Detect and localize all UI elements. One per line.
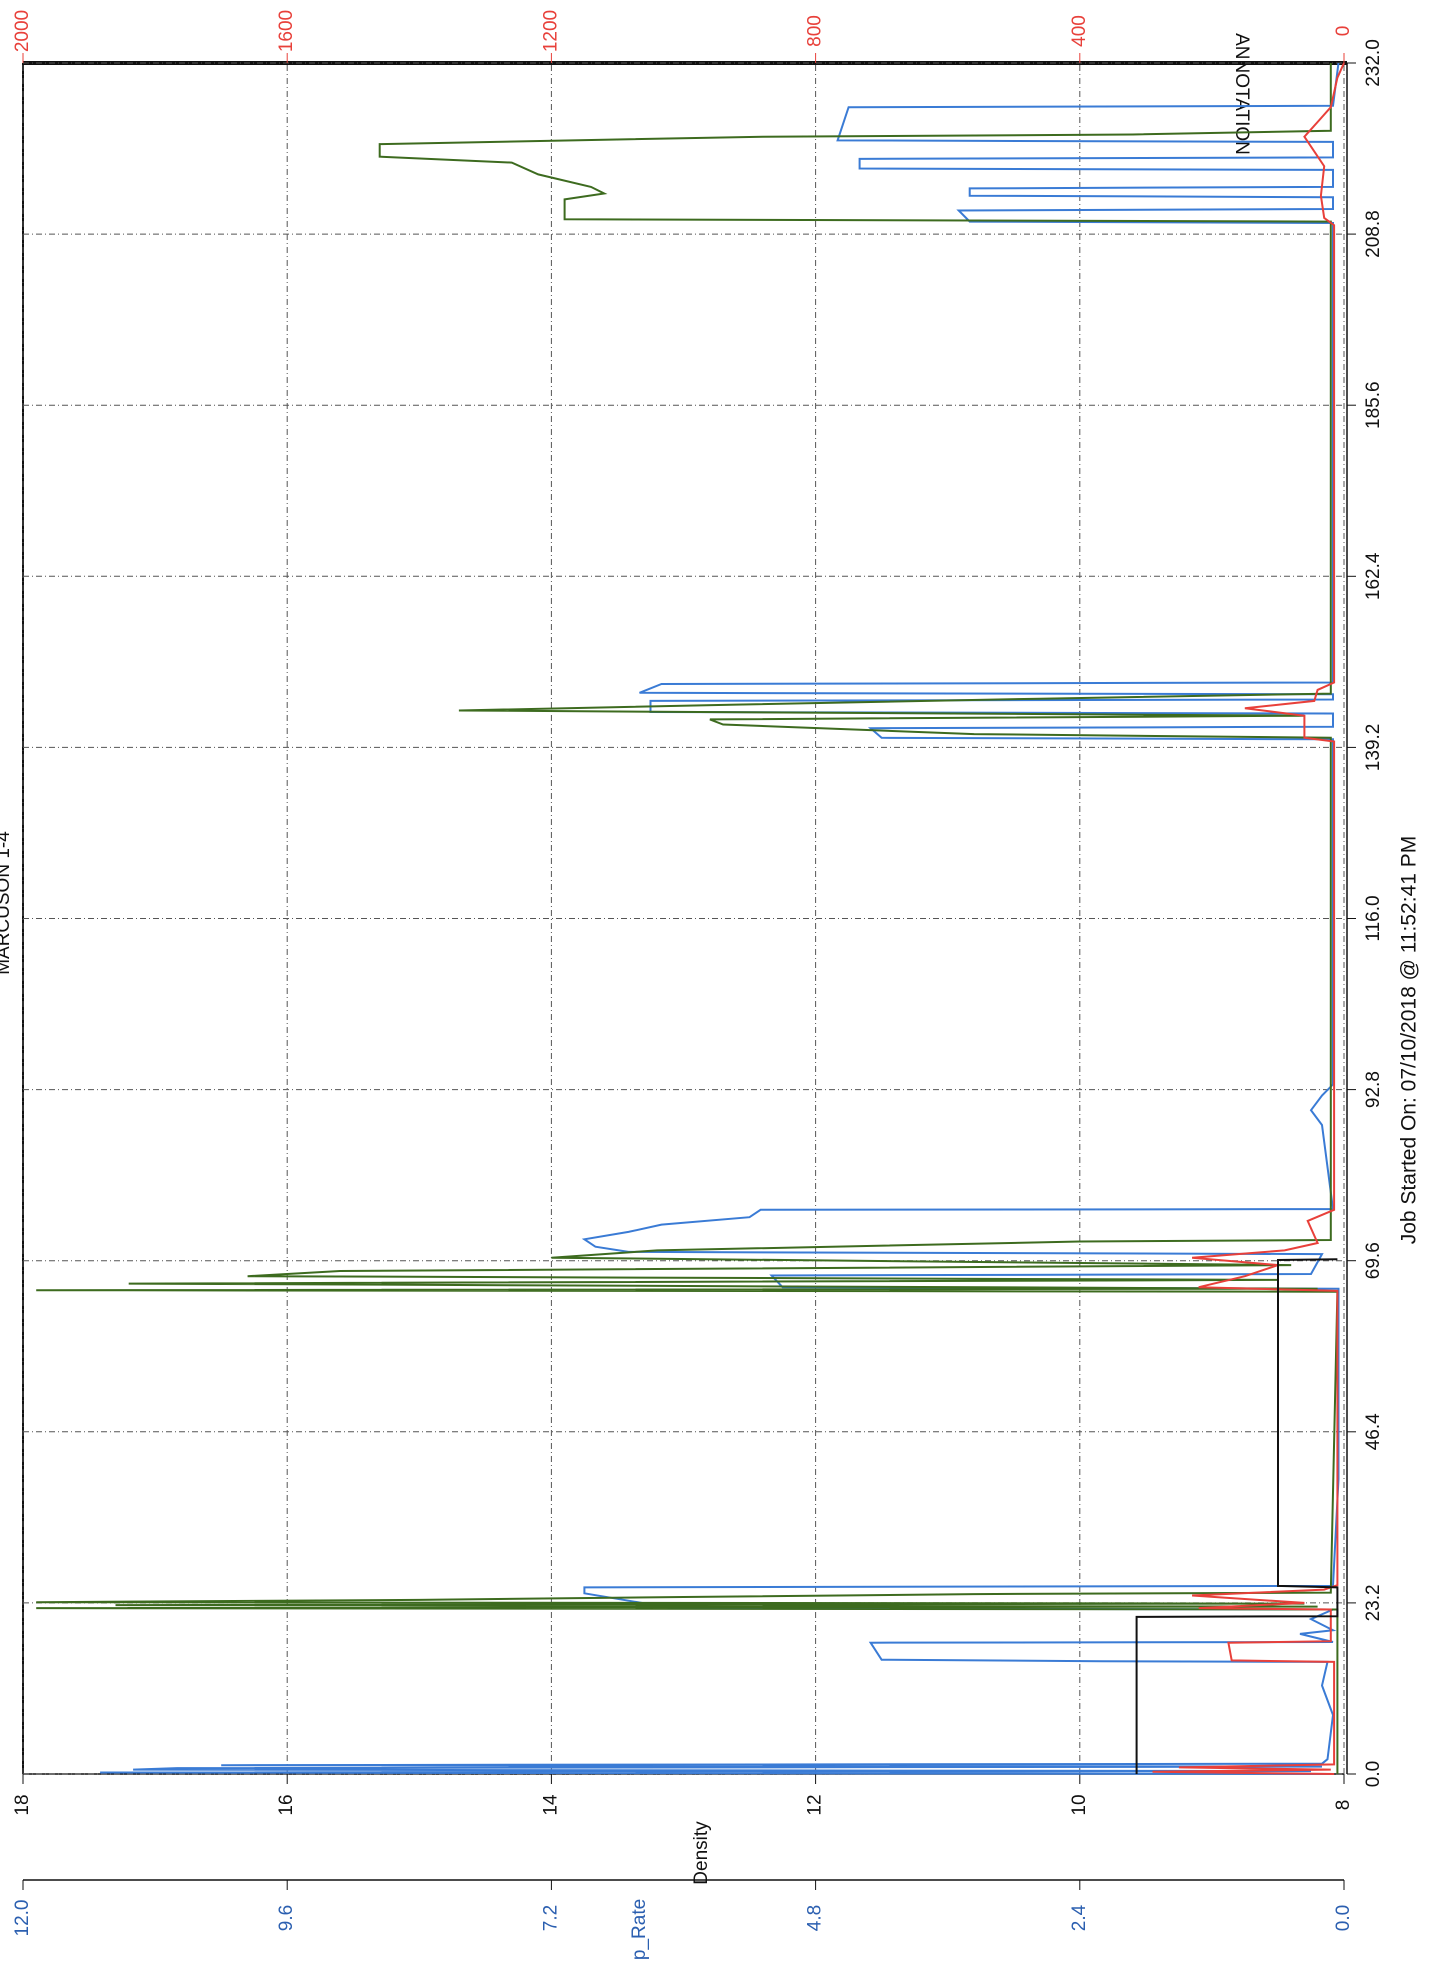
rotated-chart: MARCUSON 1-4 Job Started On: 07/10/2018 … [0, 10, 1421, 1961]
y-tick-label: 14 [540, 1794, 561, 1816]
y2-tick-label: 7.2 [540, 1905, 561, 1931]
y2-tick-label: 4.8 [805, 1905, 826, 1931]
x-tick-label: 69.6 [1363, 1242, 1384, 1279]
y3-tick-label: 1600 [276, 10, 297, 52]
y3-tick-label: 2000 [12, 10, 33, 52]
chart-title: MARCUSON 1-4 [0, 831, 14, 975]
x-axis-label: Job Started On: 07/10/2018 @ 11:52:41 PM [1398, 836, 1421, 1245]
series-line [1135, 1258, 1339, 1774]
y3-tick-label: 0 [1333, 26, 1354, 37]
y3-tick-label: 1200 [540, 10, 561, 52]
y-tick-label: 18 [12, 1794, 33, 1815]
y3-tick-label: 800 [805, 15, 826, 47]
x-tick-label: 0.0 [1363, 1761, 1384, 1787]
series-line [1152, 62, 1345, 1775]
y-axis-label: Density [691, 1821, 712, 1885]
x-tick-label: 46.4 [1363, 1413, 1384, 1450]
annotation: ANNOTATION [1231, 33, 1252, 155]
x-tick-label: 139.2 [1363, 724, 1384, 772]
y-tick-label: 12 [805, 1794, 826, 1815]
y3-tick-label: 400 [1069, 15, 1090, 47]
y2-tick-label: 2.4 [1069, 1904, 1090, 1931]
y-tick-label: 16 [276, 1794, 297, 1815]
y-tick-label: 8 [1333, 1800, 1354, 1811]
series-line [100, 62, 1340, 1775]
x-tick-label: 92.8 [1363, 1071, 1384, 1108]
x-tick-label: 232.0 [1363, 39, 1384, 87]
y-tick-label: 10 [1069, 1794, 1090, 1815]
x-tick-label: 208.8 [1363, 210, 1384, 258]
y2-tick-label: 0.0 [1333, 1905, 1354, 1931]
x-tick-label: 116.0 [1363, 895, 1384, 941]
series-line [36, 63, 1339, 1774]
y2-tick-label: 9.6 [276, 1905, 297, 1931]
y2-tick-label: 12.0 [12, 1900, 33, 1937]
x-tick-label: 162.4 [1363, 552, 1384, 600]
x-tick-label: 23.2 [1363, 1584, 1384, 1621]
y2-axis-label: Pump_Rate [629, 1899, 650, 1961]
x-tick-label: 185.6 [1363, 381, 1384, 429]
